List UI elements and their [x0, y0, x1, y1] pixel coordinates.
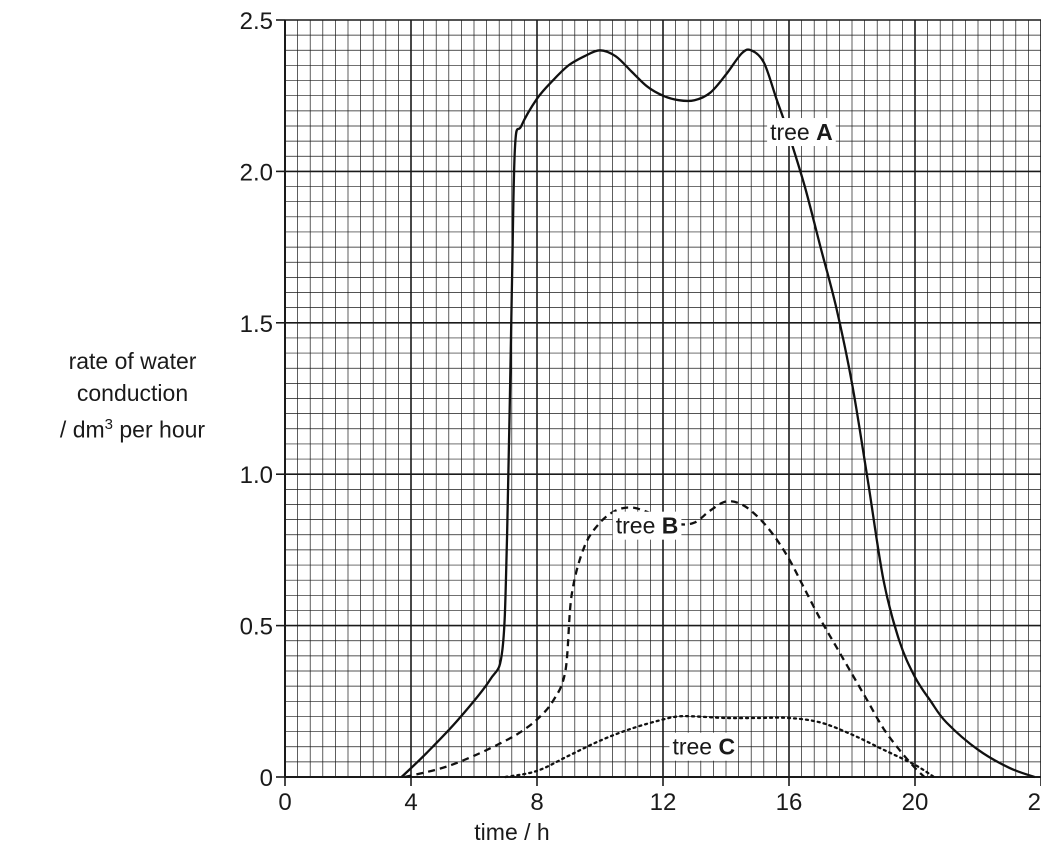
series-line-c: [504, 714, 936, 779]
x-tick-label: 0: [278, 789, 291, 816]
series-line-b: [404, 500, 926, 779]
series-label-a: tree A: [770, 119, 833, 145]
x-tick-label: 4: [404, 789, 417, 816]
y-tick-label: 0: [260, 765, 273, 792]
series-label-background: [612, 511, 682, 540]
chart-grid: [284, 19, 1041, 778]
series-label-c: tree C: [672, 734, 735, 760]
y-axis-label: rate of water conduction / dm3 per hour: [0, 345, 265, 446]
y-axis-unit-rest: per hour: [113, 416, 206, 443]
x-tick-label: 16: [776, 789, 803, 816]
series-label-background: [767, 118, 836, 147]
y-tick-label: 0.5: [240, 614, 273, 641]
series-label-b: tree B: [616, 513, 679, 539]
y-tick-label: 2.5: [240, 8, 273, 35]
y-tick-label: 1.5: [240, 311, 273, 338]
chart-series-labels: tree A tree B tree C: [612, 118, 836, 761]
y-axis-unit: / dm: [59, 416, 105, 443]
series-line-a: [400, 48, 1036, 779]
y-axis-label-line-1: rate of water: [68, 348, 197, 374]
x-tick-label: 12: [650, 789, 677, 816]
y-tick-label: 2.0: [240, 159, 273, 186]
x-tick-label: 20: [902, 789, 929, 816]
x-tick-label: 8: [530, 789, 543, 816]
x-axis-label: time / h: [474, 819, 549, 845]
series-label-background: [669, 732, 739, 761]
x-tick-label: 24: [1028, 789, 1041, 816]
chart-ticks: 0 4 8 12 16 20 24 0 0.5 1.0 1.5 2.0 2.5: [240, 8, 1041, 816]
chart-series: [400, 48, 1036, 779]
y-axis-label-line-3: / dm3 per hour: [0, 409, 265, 446]
y-axis-unit-exponent: 3: [104, 416, 113, 433]
y-axis-label-line-2: conduction: [76, 380, 189, 406]
y-tick-label: 1.0: [240, 462, 273, 489]
